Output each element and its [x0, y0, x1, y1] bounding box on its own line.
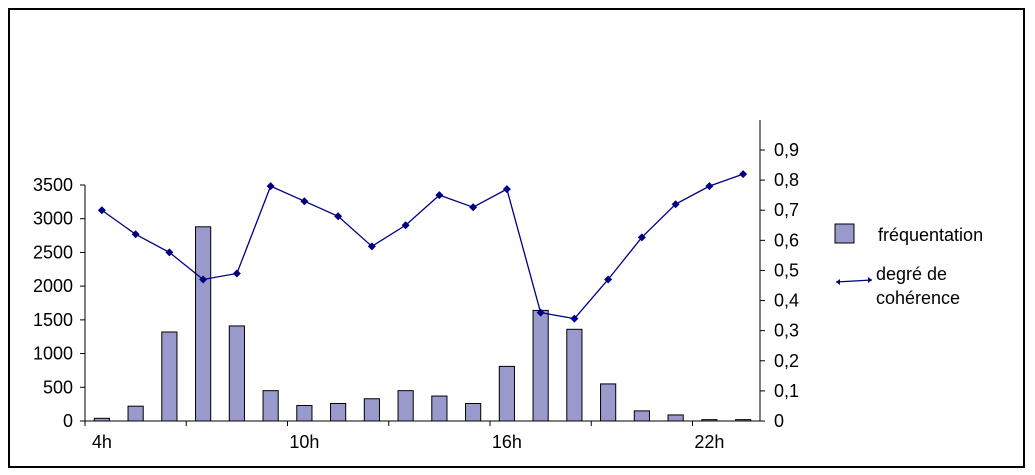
- y-right-tick-label: 0,5: [774, 260, 799, 280]
- bar-frequentation: [465, 402, 482, 422]
- bar-frequentation: [363, 398, 380, 422]
- point-coherence: [637, 233, 646, 242]
- y-right-tick-label: 0,4: [774, 291, 799, 311]
- y-right-tick-label: 0,3: [774, 321, 799, 341]
- bar-frequentation: [127, 405, 144, 422]
- bar-series: [93, 226, 752, 422]
- legend-label-coherence-line2: cohérence: [876, 288, 960, 308]
- y-left-tick-label: 2500: [33, 242, 73, 262]
- y-left-tick-label: 0: [63, 411, 73, 431]
- legend-marker-right: [868, 277, 872, 283]
- y-left-tick-label: 1500: [33, 310, 73, 330]
- chart: 0 500 1000 1500 2000 2500 3000 3500 0 0,1 0,2 0,3 0,…: [33, 120, 983, 452]
- y-left-tick-label: 3500: [33, 175, 73, 195]
- point-coherence: [570, 314, 579, 323]
- y-left-tick-label: 3000: [33, 209, 73, 229]
- point-coherence: [536, 308, 545, 317]
- bar-frequentation: [600, 383, 617, 422]
- point-coherence: [367, 242, 376, 251]
- point-coherence: [502, 185, 511, 194]
- legend-label-frequentation: fréquentation: [878, 225, 983, 245]
- y-right-tick-label: 0: [774, 411, 784, 431]
- bar-frequentation: [667, 414, 684, 422]
- point-coherence: [232, 269, 241, 278]
- x-tick-label: 16h: [492, 432, 522, 452]
- y-left-tick-label: 500: [43, 377, 73, 397]
- legend: fréquentation degré de cohérence: [834, 223, 983, 308]
- legend-swatch-frequentation: [834, 223, 855, 244]
- point-coherence: [165, 248, 174, 257]
- bar-frequentation: [566, 328, 583, 422]
- legend-line-sample: [835, 279, 873, 283]
- point-coherence: [671, 200, 680, 209]
- bar-frequentation: [262, 390, 279, 422]
- axes: 0 500 1000 1500 2000 2500 3000 3500 0 0,1 0,2 0,3 0,…: [33, 120, 799, 452]
- bar-frequentation: [228, 325, 245, 422]
- bar-frequentation: [633, 410, 650, 422]
- legend-label-coherence-line1: degré de: [876, 264, 947, 284]
- point-coherence: [739, 170, 748, 179]
- point-coherence: [199, 275, 208, 284]
- chart-frame: 0 500 1000 1500 2000 2500 3000 3500 0 0,1 0,2 0,3 0,…: [8, 8, 1025, 468]
- point-coherence: [705, 182, 714, 191]
- point-coherence: [401, 221, 410, 230]
- point-coherence: [131, 230, 140, 239]
- x-tick-label: 22h: [694, 432, 724, 452]
- point-coherence: [435, 191, 444, 200]
- bar-frequentation: [397, 390, 414, 422]
- bar-frequentation: [296, 404, 313, 422]
- bar-frequentation: [161, 331, 178, 422]
- y-right-tick-label: 0,8: [774, 170, 799, 190]
- point-coherence: [300, 197, 309, 206]
- x-tick-label: 4h: [92, 432, 112, 452]
- bar-frequentation: [195, 226, 212, 422]
- bar-frequentation: [498, 365, 515, 422]
- y-left-tick-label: 1000: [33, 344, 73, 364]
- bar-frequentation: [330, 402, 347, 422]
- point-coherence: [334, 212, 343, 221]
- point-coherence: [97, 206, 106, 215]
- y-right-tick-label: 0,1: [774, 381, 799, 401]
- line-series: [97, 170, 748, 323]
- line-coherence: [101, 173, 744, 320]
- point-coherence: [604, 275, 613, 284]
- y-right-tick-label: 0,6: [774, 230, 799, 250]
- point-coherence: [266, 182, 275, 191]
- y-right-tick-label: 0,2: [774, 351, 799, 371]
- x-tick-label: 10h: [289, 432, 319, 452]
- y-right-tick-label: 0,9: [774, 140, 799, 160]
- point-coherence: [469, 203, 478, 212]
- y-left-tick-label: 2000: [33, 276, 73, 296]
- y-right-tick-label: 0,7: [774, 200, 799, 220]
- bar-frequentation: [431, 395, 448, 422]
- legend-marker-left: [836, 279, 840, 285]
- bar-frequentation: [532, 309, 549, 422]
